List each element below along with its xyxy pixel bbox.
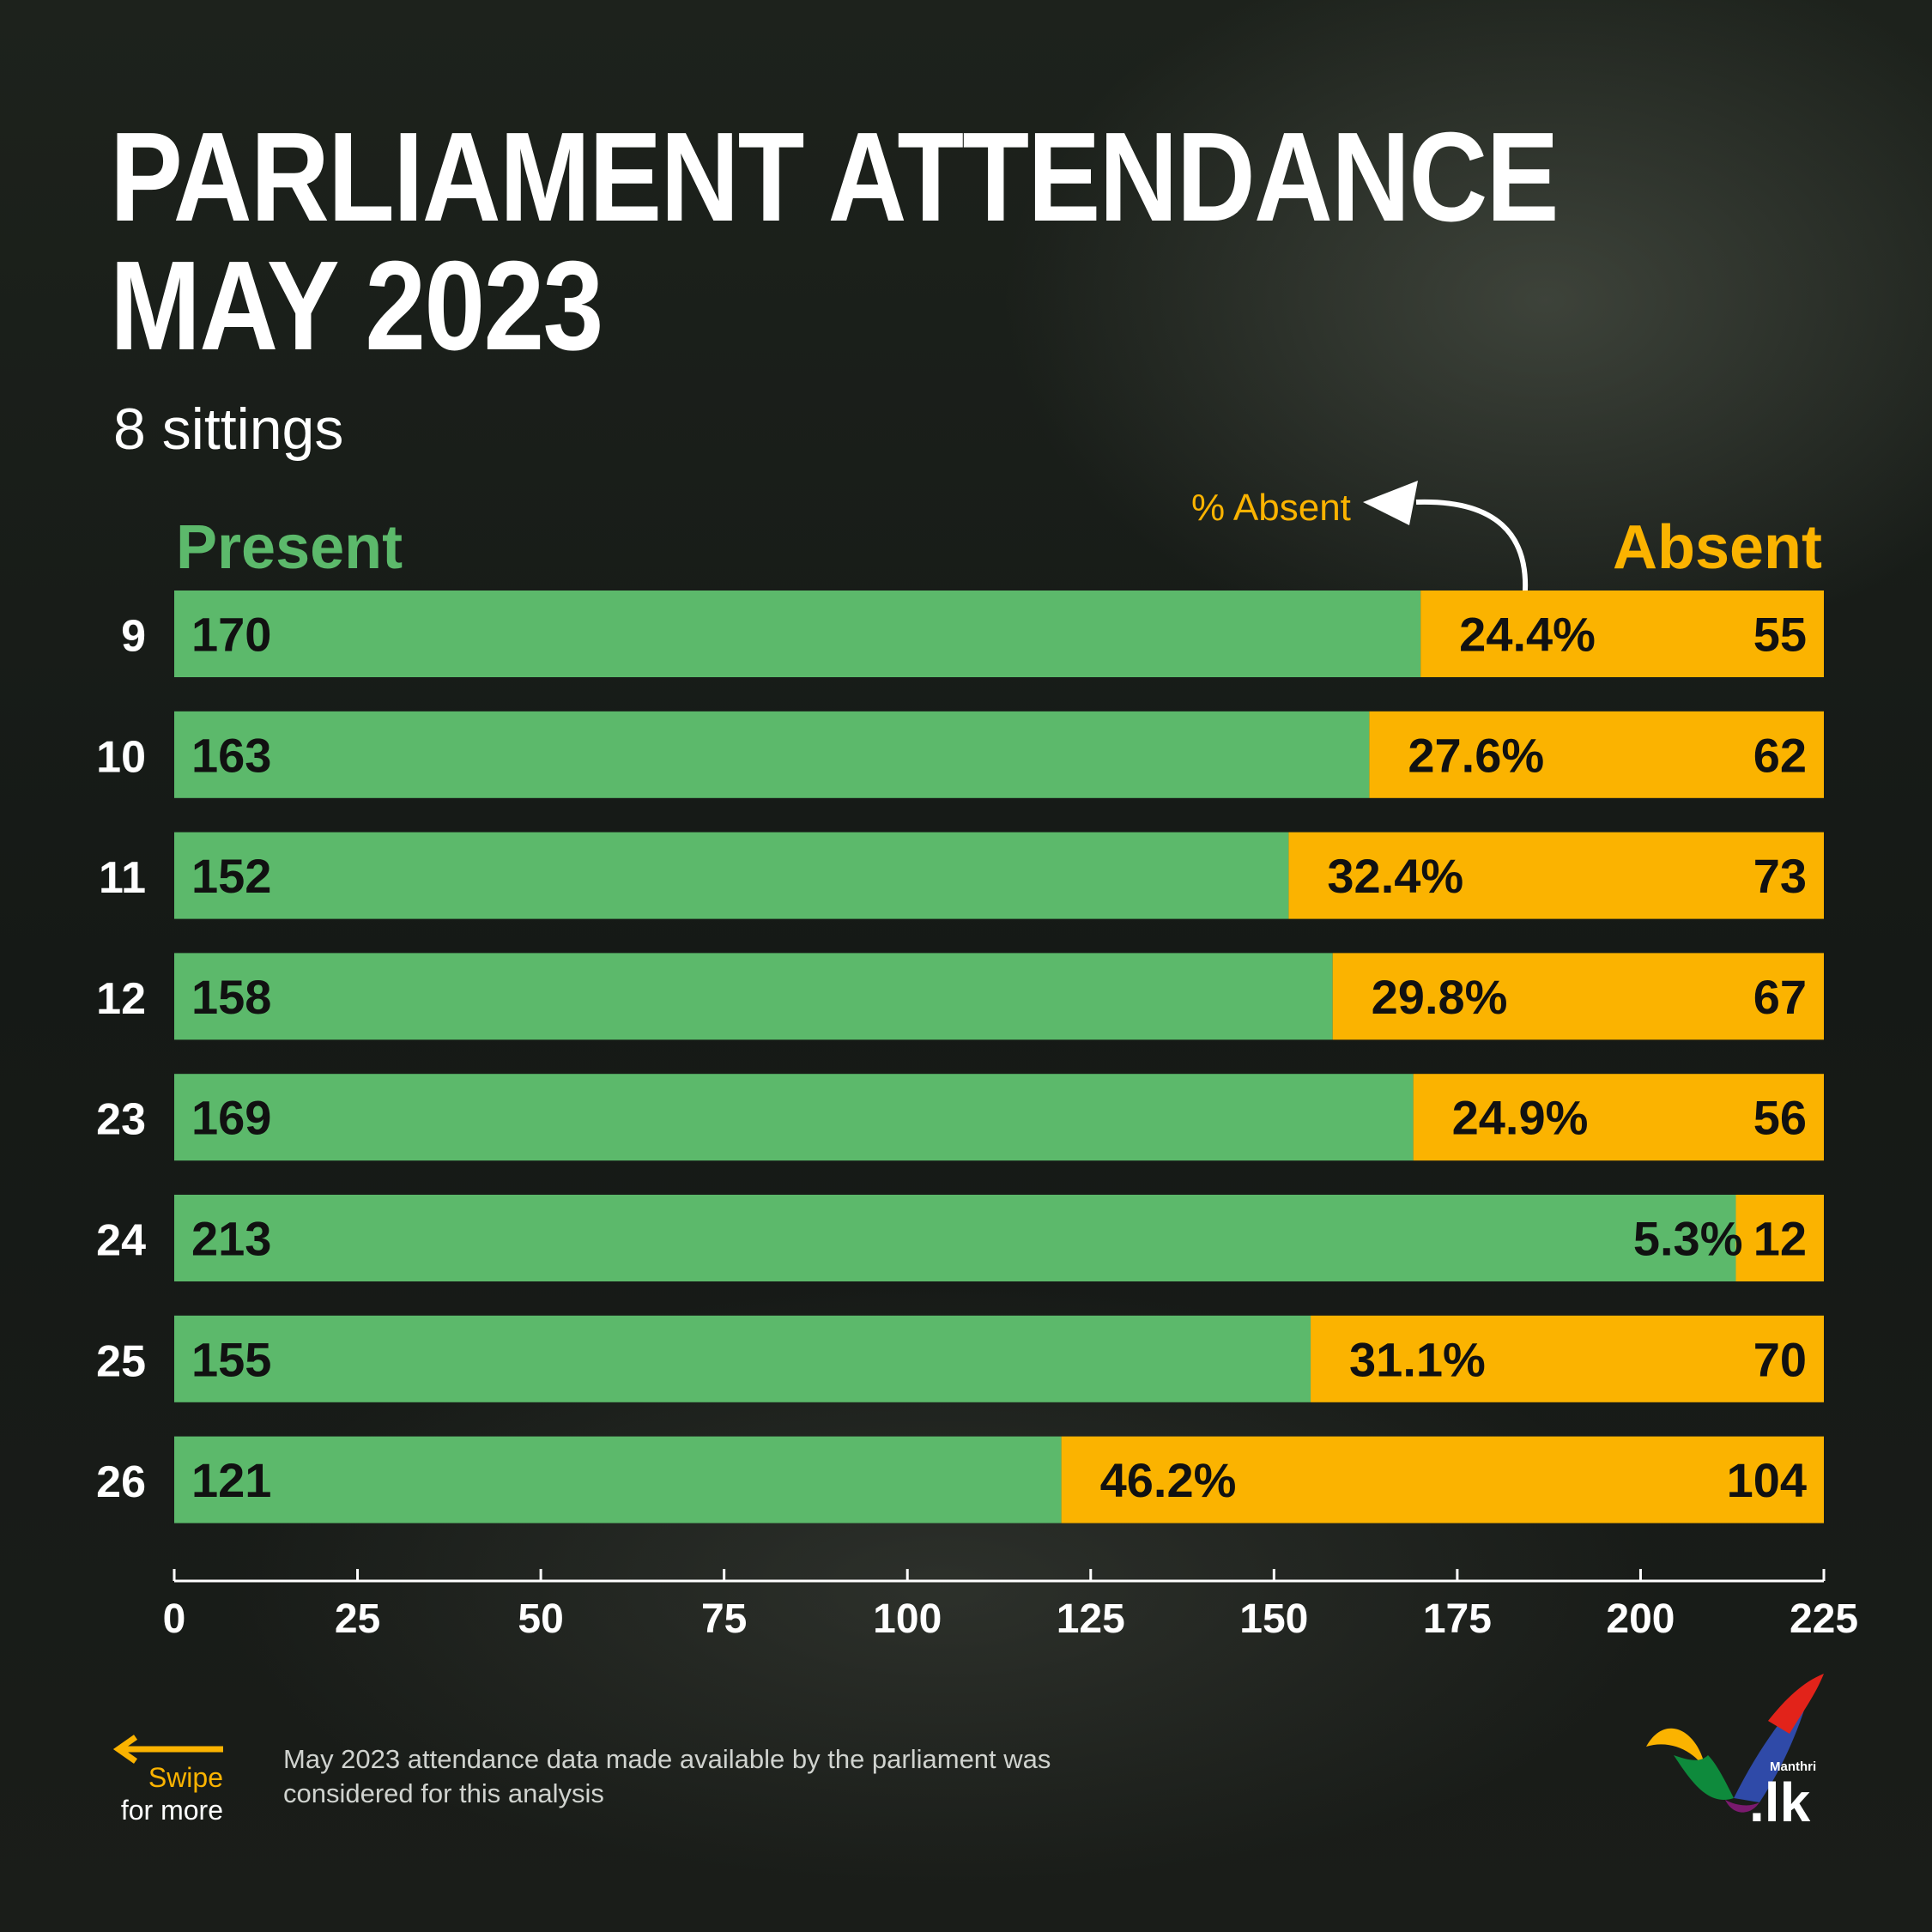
manthri-logo-checkmark-icon xyxy=(1646,1674,1824,1813)
page-title: PARLIAMENT ATTENDANCE MAY 2023 xyxy=(110,113,1559,371)
category-label: 26 xyxy=(96,1457,146,1507)
absent-value-label: 62 xyxy=(1753,728,1807,782)
present-value-label: 158 xyxy=(191,970,271,1024)
absent-percent-label: 24.4% xyxy=(1459,608,1596,662)
absent-value-label: 55 xyxy=(1753,608,1807,662)
absent-value-label: 70 xyxy=(1753,1332,1807,1386)
x-tick-label: 150 xyxy=(1239,1596,1308,1642)
present-value-label: 121 xyxy=(191,1453,271,1507)
category-label: 9 xyxy=(121,612,146,662)
attendance-bar-chart: 9 170 55 24.4% 10 163 62 27.6% 11 152 73 32.4% 12 158… xyxy=(96,481,1858,1642)
logo-small-text: Manthri xyxy=(1770,1759,1817,1774)
x-tick-label: 50 xyxy=(518,1596,563,1642)
absent-percent-label: 5.3% xyxy=(1633,1212,1743,1266)
bar-present xyxy=(174,1074,1414,1161)
absent-percent-label: 46.2% xyxy=(1100,1453,1237,1507)
title-line-2: MAY 2023 xyxy=(110,235,603,377)
bar-absent xyxy=(1413,1074,1824,1161)
pct-absent-arrowhead xyxy=(1363,481,1418,525)
bar-present xyxy=(174,591,1421,677)
x-tick-label: 100 xyxy=(873,1596,942,1642)
bar-absent xyxy=(1311,1315,1824,1402)
x-tick-label: 175 xyxy=(1423,1596,1492,1642)
x-tick-label: 225 xyxy=(1790,1596,1858,1642)
title-line-1: PARLIAMENT ATTENDANCE xyxy=(110,106,1559,248)
footnote: May 2023 attendance data made available … xyxy=(283,1744,1051,1808)
x-tick-label: 125 xyxy=(1057,1596,1125,1642)
absent-value-label: 12 xyxy=(1753,1212,1807,1266)
category-label: 24 xyxy=(96,1216,146,1266)
bar-absent xyxy=(1061,1436,1824,1523)
legend-pct-absent: % Absent xyxy=(1191,487,1351,529)
absent-value-label: 104 xyxy=(1727,1453,1807,1507)
logo-domain-text: .lk xyxy=(1749,1772,1811,1833)
bar-present xyxy=(174,953,1333,1040)
absent-percent-label: 27.6% xyxy=(1408,728,1544,782)
present-value-label: 163 xyxy=(191,728,271,782)
bar-absent xyxy=(1735,1195,1824,1281)
swipe-arrow-icon xyxy=(112,1735,223,1764)
bar-present xyxy=(174,832,1289,919)
absent-percent-label: 32.4% xyxy=(1327,849,1463,903)
swipe-sublabel: for more xyxy=(120,1795,223,1826)
present-value-label: 152 xyxy=(191,849,271,903)
legend-absent: Absent xyxy=(1612,513,1822,582)
absent-percent-label: 31.1% xyxy=(1349,1332,1486,1386)
x-tick-label: 0 xyxy=(163,1596,186,1642)
absent-value-label: 73 xyxy=(1753,849,1807,903)
bar-absent xyxy=(1369,711,1824,798)
bar-absent xyxy=(1288,832,1824,919)
legend-present: Present xyxy=(176,513,403,582)
bar-present xyxy=(174,1315,1311,1402)
x-tick-label: 200 xyxy=(1606,1596,1675,1642)
absent-percent-label: 29.8% xyxy=(1372,970,1508,1024)
absent-value-label: 56 xyxy=(1753,1091,1807,1145)
bar-absent xyxy=(1420,591,1824,677)
category-label: 11 xyxy=(99,853,146,903)
pct-absent-arrow xyxy=(1415,499,1529,603)
present-value-label: 213 xyxy=(191,1212,271,1266)
category-label: 10 xyxy=(96,732,146,782)
bar-present xyxy=(174,711,1370,798)
category-label: 25 xyxy=(96,1336,146,1386)
bar-present xyxy=(174,1195,1736,1281)
present-value-label: 169 xyxy=(191,1091,271,1145)
category-label: 12 xyxy=(96,974,146,1024)
subtitle: 8 sittings xyxy=(113,397,344,462)
absent-percent-label: 24.9% xyxy=(1452,1091,1589,1145)
x-tick-label: 25 xyxy=(335,1596,380,1642)
absent-value-label: 67 xyxy=(1753,970,1807,1024)
swipe-label: Swipe xyxy=(148,1762,223,1793)
present-value-label: 155 xyxy=(191,1332,271,1386)
bar-present xyxy=(174,1436,1062,1523)
bar-absent xyxy=(1332,953,1824,1040)
present-value-label: 170 xyxy=(191,608,271,662)
category-label: 23 xyxy=(96,1095,146,1145)
x-tick-label: 75 xyxy=(701,1596,747,1642)
